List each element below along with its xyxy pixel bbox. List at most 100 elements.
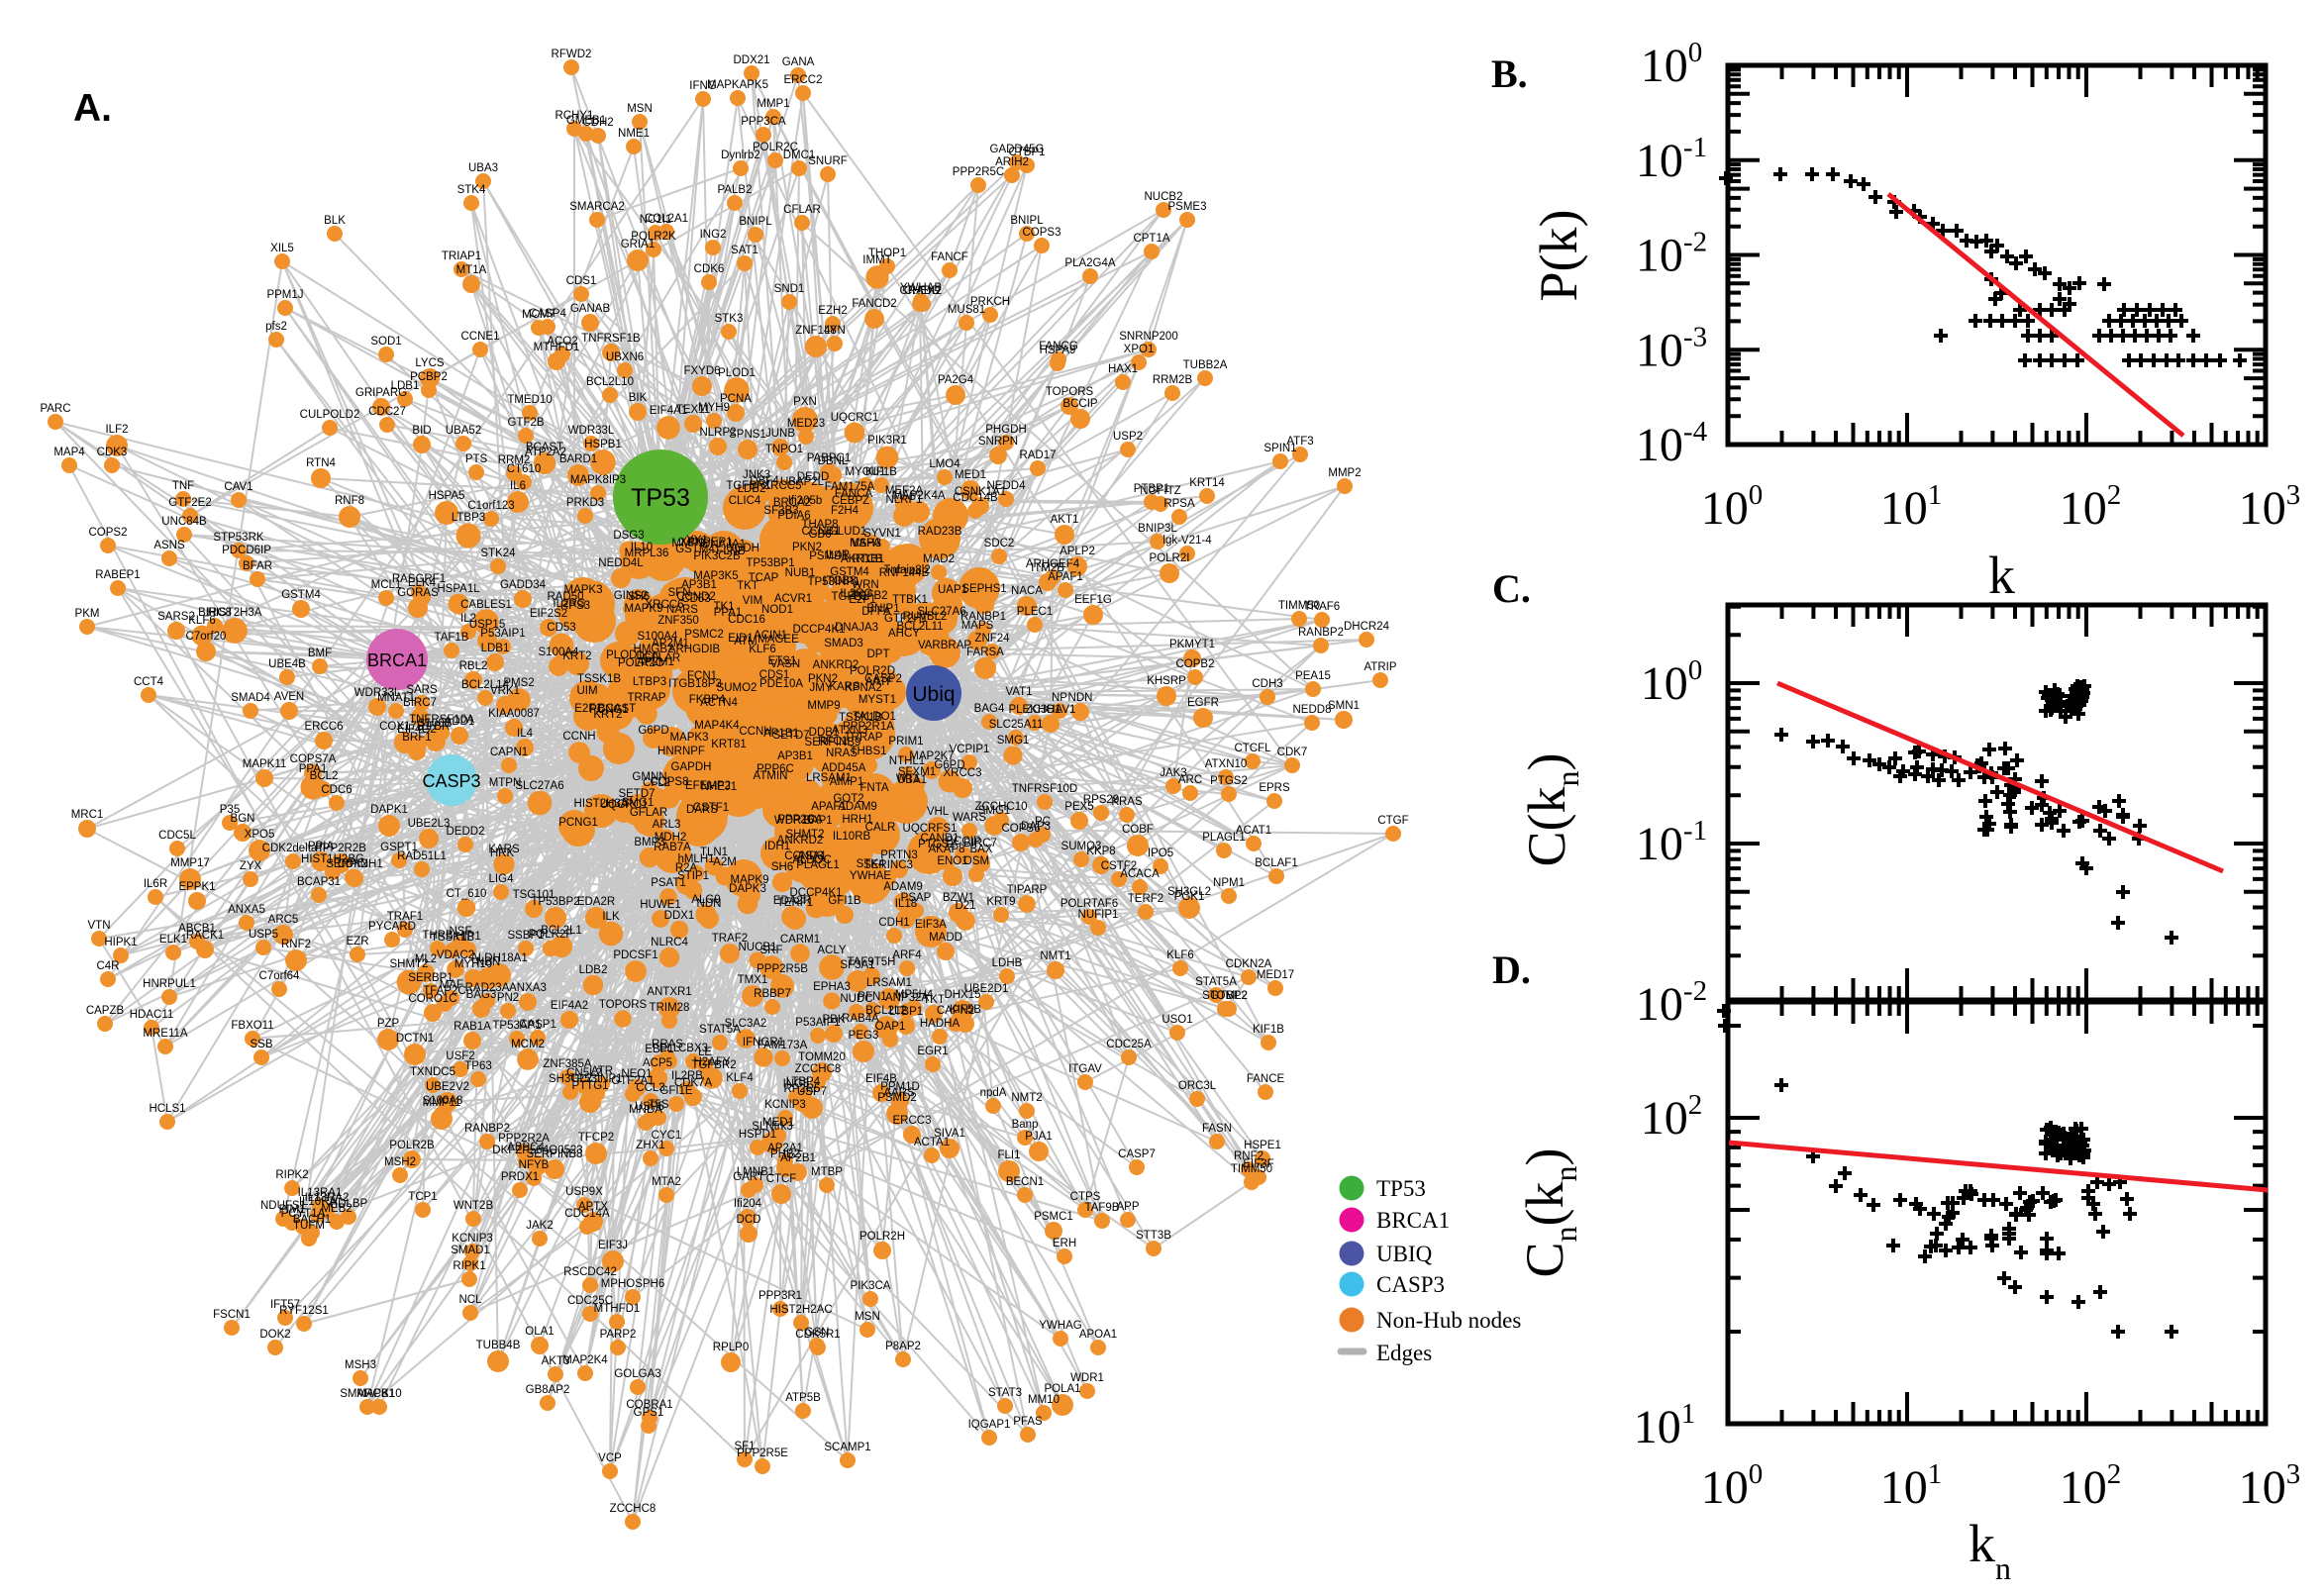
svg-text:AP2A1: AP2A1 bbox=[767, 1143, 803, 1154]
svg-text:IFT57: IFT57 bbox=[270, 1299, 300, 1311]
svg-text:RRM2: RRM2 bbox=[498, 454, 531, 466]
svg-text:RAB1A: RAB1A bbox=[454, 1021, 491, 1033]
svg-text:ATF3: ATF3 bbox=[1286, 436, 1313, 448]
svg-text:ELL: ELL bbox=[659, 1043, 680, 1054]
svg-text:TERF1: TERF1 bbox=[777, 897, 813, 909]
svg-text:SNRNP200: SNRNP200 bbox=[1119, 331, 1177, 343]
svg-text:CAPN1: CAPN1 bbox=[490, 747, 528, 758]
svg-text:PPP2R2B: PPP2R2B bbox=[315, 843, 366, 854]
svg-text:AVEN: AVEN bbox=[274, 691, 304, 703]
svg-text:ERH: ERH bbox=[1053, 1238, 1076, 1249]
svg-text:DCD: DCD bbox=[737, 1214, 761, 1226]
svg-text:ERCC6: ERCC6 bbox=[305, 721, 344, 733]
svg-text:ANKRD2: ANKRD2 bbox=[777, 835, 824, 847]
svg-text:MMP9: MMP9 bbox=[671, 538, 704, 549]
svg-text:MMP1: MMP1 bbox=[757, 98, 789, 110]
svg-text:TCAP: TCAP bbox=[749, 572, 779, 584]
svg-text:TGFBR2: TGFBR2 bbox=[691, 1059, 736, 1071]
svg-text:KRT9: KRT9 bbox=[986, 896, 1015, 908]
svg-text:ABPC4: ABPC4 bbox=[507, 1142, 545, 1153]
svg-text:MYST1: MYST1 bbox=[858, 694, 896, 706]
svg-text:FLNB: FLNB bbox=[716, 546, 746, 557]
svg-text:FKBP4: FKBP4 bbox=[689, 694, 726, 706]
svg-text:NMT1: NMT1 bbox=[1040, 950, 1070, 962]
svg-text:R2A: R2A bbox=[675, 862, 698, 874]
svg-text:C.: C. bbox=[1492, 566, 1531, 611]
svg-text:CDC5L: CDC5L bbox=[158, 830, 196, 842]
svg-text:SLC27A6: SLC27A6 bbox=[917, 606, 965, 618]
svg-text:SMG1: SMG1 bbox=[978, 805, 1011, 817]
svg-text:ALDOC: ALDOC bbox=[792, 854, 832, 866]
svg-text:TP53: TP53 bbox=[631, 484, 690, 512]
svg-text:CCNE1: CCNE1 bbox=[461, 331, 500, 343]
svg-text:CAND1: CAND1 bbox=[921, 833, 960, 845]
svg-text:DCTN1: DCTN1 bbox=[396, 1033, 434, 1045]
svg-text:MMP9: MMP9 bbox=[807, 700, 840, 712]
svg-text:RFC1: RFC1 bbox=[818, 736, 848, 748]
svg-text:RACK1: RACK1 bbox=[186, 930, 224, 942]
svg-text:DNAJA1: DNAJA1 bbox=[702, 539, 746, 550]
svg-text:HIPK1: HIPK1 bbox=[104, 937, 137, 948]
svg-text:UBIQ: UBIQ bbox=[1376, 1242, 1433, 1266]
svg-text:KLF6: KLF6 bbox=[1166, 949, 1194, 961]
svg-text:DAPK1: DAPK1 bbox=[370, 804, 408, 816]
svg-text:SF3A1: SF3A1 bbox=[840, 959, 874, 971]
svg-text:FCN1: FCN1 bbox=[687, 670, 717, 682]
svg-text:ING2: ING2 bbox=[700, 229, 727, 241]
svg-text:GTF2A1: GTF2A1 bbox=[611, 1075, 654, 1087]
svg-text:CAPZB: CAPZB bbox=[86, 1005, 125, 1017]
svg-text:NEO1: NEO1 bbox=[621, 1068, 652, 1080]
svg-text:MTHFD1: MTHFD1 bbox=[594, 1303, 641, 1315]
svg-text:ARC: ARC bbox=[1178, 774, 1202, 786]
svg-text:MCM7: MCM7 bbox=[522, 309, 556, 321]
svg-text:HDLBP: HDLBP bbox=[330, 1198, 368, 1210]
svg-text:npdA: npdA bbox=[980, 1087, 1007, 1099]
svg-text:DPT: DPT bbox=[867, 648, 890, 660]
svg-text:Ifi205b: Ifi205b bbox=[788, 495, 823, 507]
svg-text:TP53AP1: TP53AP1 bbox=[492, 1020, 541, 1032]
svg-text:MAPS: MAPS bbox=[961, 620, 994, 632]
svg-text:BNIPL: BNIPL bbox=[1010, 215, 1044, 227]
svg-text:FSCN1: FSCN1 bbox=[213, 1309, 251, 1321]
svg-text:YWHAE: YWHAE bbox=[850, 870, 892, 882]
svg-text:FBXO11: FBXO11 bbox=[231, 1020, 273, 1032]
svg-text:PPP2CA: PPP2CA bbox=[777, 814, 823, 826]
svg-text:MAPK3: MAPK3 bbox=[670, 732, 709, 744]
svg-text:STK4: STK4 bbox=[857, 858, 885, 870]
svg-text:ADD1: ADD1 bbox=[445, 716, 475, 728]
svg-text:Edges: Edges bbox=[1376, 1341, 1432, 1365]
svg-text:PALB2: PALB2 bbox=[718, 184, 753, 196]
svg-text:BACH1: BACH1 bbox=[293, 1214, 331, 1226]
svg-text:ACACA: ACACA bbox=[1120, 868, 1160, 880]
svg-text:USP9X: USP9X bbox=[565, 1186, 603, 1198]
svg-text:TNF: TNF bbox=[172, 480, 194, 492]
svg-text:UIM: UIM bbox=[576, 685, 597, 697]
svg-text:PPIA: PPIA bbox=[308, 841, 335, 852]
svg-text:NEDD4L: NEDD4L bbox=[598, 557, 644, 569]
svg-text:DDX1: DDX1 bbox=[664, 910, 695, 922]
svg-text:GOLGA3: GOLGA3 bbox=[614, 1368, 660, 1380]
svg-text:SMN1: SMN1 bbox=[1328, 700, 1360, 712]
svg-text:Dynlrb2: Dynlrb2 bbox=[721, 150, 760, 161]
svg-text:CDK7A: CDK7A bbox=[674, 1077, 713, 1089]
svg-text:LTBP3: LTBP3 bbox=[452, 512, 485, 524]
svg-text:RFWD2: RFWD2 bbox=[552, 49, 592, 60]
svg-text:DDB1: DDB1 bbox=[809, 727, 840, 739]
svg-text:TTBK1: TTBK1 bbox=[892, 594, 928, 606]
svg-text:MED1: MED1 bbox=[762, 1117, 794, 1129]
svg-text:UNC84B: UNC84B bbox=[161, 516, 207, 528]
svg-text:DNAJA3: DNAJA3 bbox=[835, 622, 878, 634]
svg-text:RAD23B: RAD23B bbox=[918, 526, 962, 538]
svg-text:CDC27: CDC27 bbox=[368, 406, 406, 418]
svg-text:TRRAP: TRRAP bbox=[628, 692, 666, 704]
svg-text:102: 102 bbox=[1641, 1089, 1703, 1145]
svg-text:A.: A. bbox=[73, 87, 112, 130]
svg-text:VARBRAP: VARBRAP bbox=[918, 640, 971, 651]
svg-text:ATXN3: ATXN3 bbox=[832, 725, 867, 737]
svg-text:P35: P35 bbox=[220, 804, 240, 816]
svg-text:EEF1G: EEF1G bbox=[1074, 594, 1112, 606]
svg-text:WT1: WT1 bbox=[896, 773, 920, 785]
svg-text:TCP1: TCP1 bbox=[408, 1191, 437, 1203]
svg-text:DCCP4K1: DCCP4K1 bbox=[789, 887, 842, 899]
svg-text:PPP6C: PPP6C bbox=[757, 763, 794, 775]
